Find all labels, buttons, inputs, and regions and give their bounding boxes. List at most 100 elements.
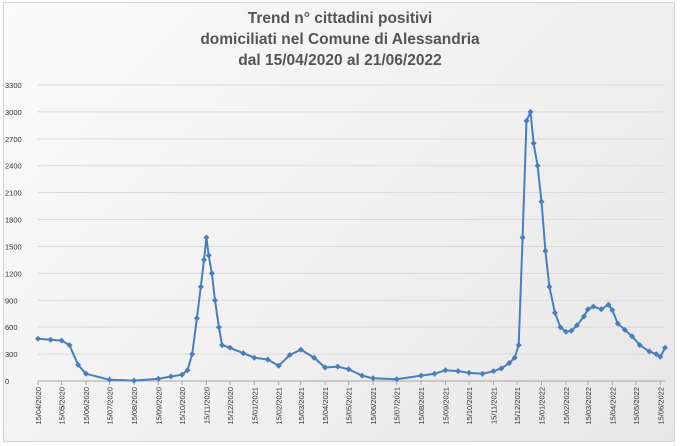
data-point [131, 377, 137, 384]
data-point [193, 315, 200, 322]
data-point [584, 306, 591, 313]
data-point [168, 373, 174, 380]
data-point [66, 342, 73, 349]
data-point [297, 346, 304, 353]
data-point [498, 365, 505, 372]
x-tick-label: 15/08/2021 [417, 387, 426, 425]
data-point [662, 344, 668, 351]
data-point [629, 333, 635, 340]
data-point [557, 324, 564, 331]
y-tick-label: 0 [5, 377, 9, 386]
data-point [251, 354, 258, 361]
y-tick-label: 2700 [5, 135, 22, 144]
x-tick-label: 15/06/2021 [369, 387, 378, 425]
data-point [370, 375, 377, 382]
data-point [621, 326, 628, 333]
data-point [275, 362, 282, 369]
data-point [614, 320, 621, 327]
data-point [653, 351, 660, 358]
data-point [264, 356, 271, 363]
x-tick-label: 15/04/2022 [608, 387, 617, 425]
data-point [534, 162, 541, 169]
x-tick-label: 15/05/2020 [58, 387, 67, 425]
x-tick-label: 15/12/2020 [226, 387, 235, 425]
x-tick-label: 15/11/2020 [202, 387, 211, 424]
data-point [212, 297, 218, 304]
x-tick-label: 15/05/2022 [632, 387, 641, 425]
data-point [83, 370, 89, 377]
data-point [201, 256, 207, 263]
x-tick-label: 15/06/2022 [656, 387, 665, 425]
y-tick-label: 3300 [5, 81, 22, 90]
data-point [418, 372, 425, 379]
data-point [523, 117, 530, 124]
x-tick-label: 15/03/2021 [297, 387, 306, 425]
y-tick-label: 1500 [5, 242, 22, 251]
x-tick-label: 15/04/2020 [34, 387, 43, 425]
data-point [47, 336, 54, 343]
data-point [197, 283, 204, 290]
y-tick-label: 1800 [5, 216, 22, 225]
data-point [506, 360, 513, 367]
data-point [490, 368, 497, 375]
data-point [322, 364, 329, 371]
data-point [189, 351, 196, 358]
x-tick-label: 15/07/2020 [106, 387, 115, 425]
data-point [227, 344, 233, 351]
data-point [184, 367, 191, 374]
title-line-3: dal 15/04/2020 al 21/06/2022 [238, 52, 442, 69]
data-point [215, 324, 222, 331]
y-tick-label: 1200 [5, 269, 22, 278]
y-tick-label: 300 [5, 350, 18, 359]
y-tick-label: 900 [5, 296, 18, 305]
data-point [155, 375, 162, 382]
x-tick-label: 15/11/2021 [489, 387, 498, 424]
data-point [208, 270, 215, 277]
chart-title: Trend n° cittadini positivi domiciliati … [0, 8, 680, 71]
y-tick-label: 600 [5, 323, 18, 332]
data-point [511, 354, 518, 361]
data-point [240, 350, 247, 357]
data-point [519, 234, 526, 241]
data-point [562, 328, 569, 335]
data-point [205, 252, 212, 259]
title-line-2: domiciliati nel Comune di Alessandria [200, 31, 480, 48]
data-point [530, 140, 537, 147]
data-point [35, 335, 41, 342]
data-point [527, 108, 534, 115]
y-tick-label: 2400 [5, 162, 22, 171]
y-tick-label: 3000 [5, 108, 22, 117]
x-tick-label: 15/12/2021 [513, 387, 522, 425]
data-point [590, 303, 597, 310]
data-point [657, 353, 664, 360]
x-tick-label: 15/04/2021 [321, 387, 330, 425]
data-point [106, 376, 113, 383]
data-point [58, 337, 65, 344]
x-tick-label: 15/09/2020 [154, 387, 163, 425]
x-tick-label: 15/10/2020 [178, 387, 187, 425]
x-tick-label: 15/05/2021 [345, 387, 354, 425]
data-point [546, 283, 553, 290]
data-point [311, 354, 318, 361]
x-tick-label: 15/06/2020 [82, 387, 91, 425]
x-tick-label: 15/03/2022 [584, 387, 593, 425]
x-tick-label: 15/09/2021 [442, 387, 451, 425]
data-point [479, 370, 486, 377]
y-tick-label: 2100 [5, 189, 22, 198]
data-point [466, 369, 473, 376]
x-tick-label: 15/01/2021 [250, 387, 259, 425]
data-point [334, 363, 341, 370]
data-point [203, 234, 210, 241]
data-point [393, 376, 400, 383]
data-point [345, 366, 352, 373]
data-point [573, 322, 580, 329]
chart-frame [3, 2, 675, 442]
data-point [542, 247, 549, 254]
data-point [568, 327, 575, 334]
data-point [646, 348, 653, 355]
data-point [605, 301, 612, 308]
title-line-1: Trend n° cittadini positivi [247, 10, 433, 27]
data-point [581, 313, 587, 320]
data-point [219, 342, 226, 349]
